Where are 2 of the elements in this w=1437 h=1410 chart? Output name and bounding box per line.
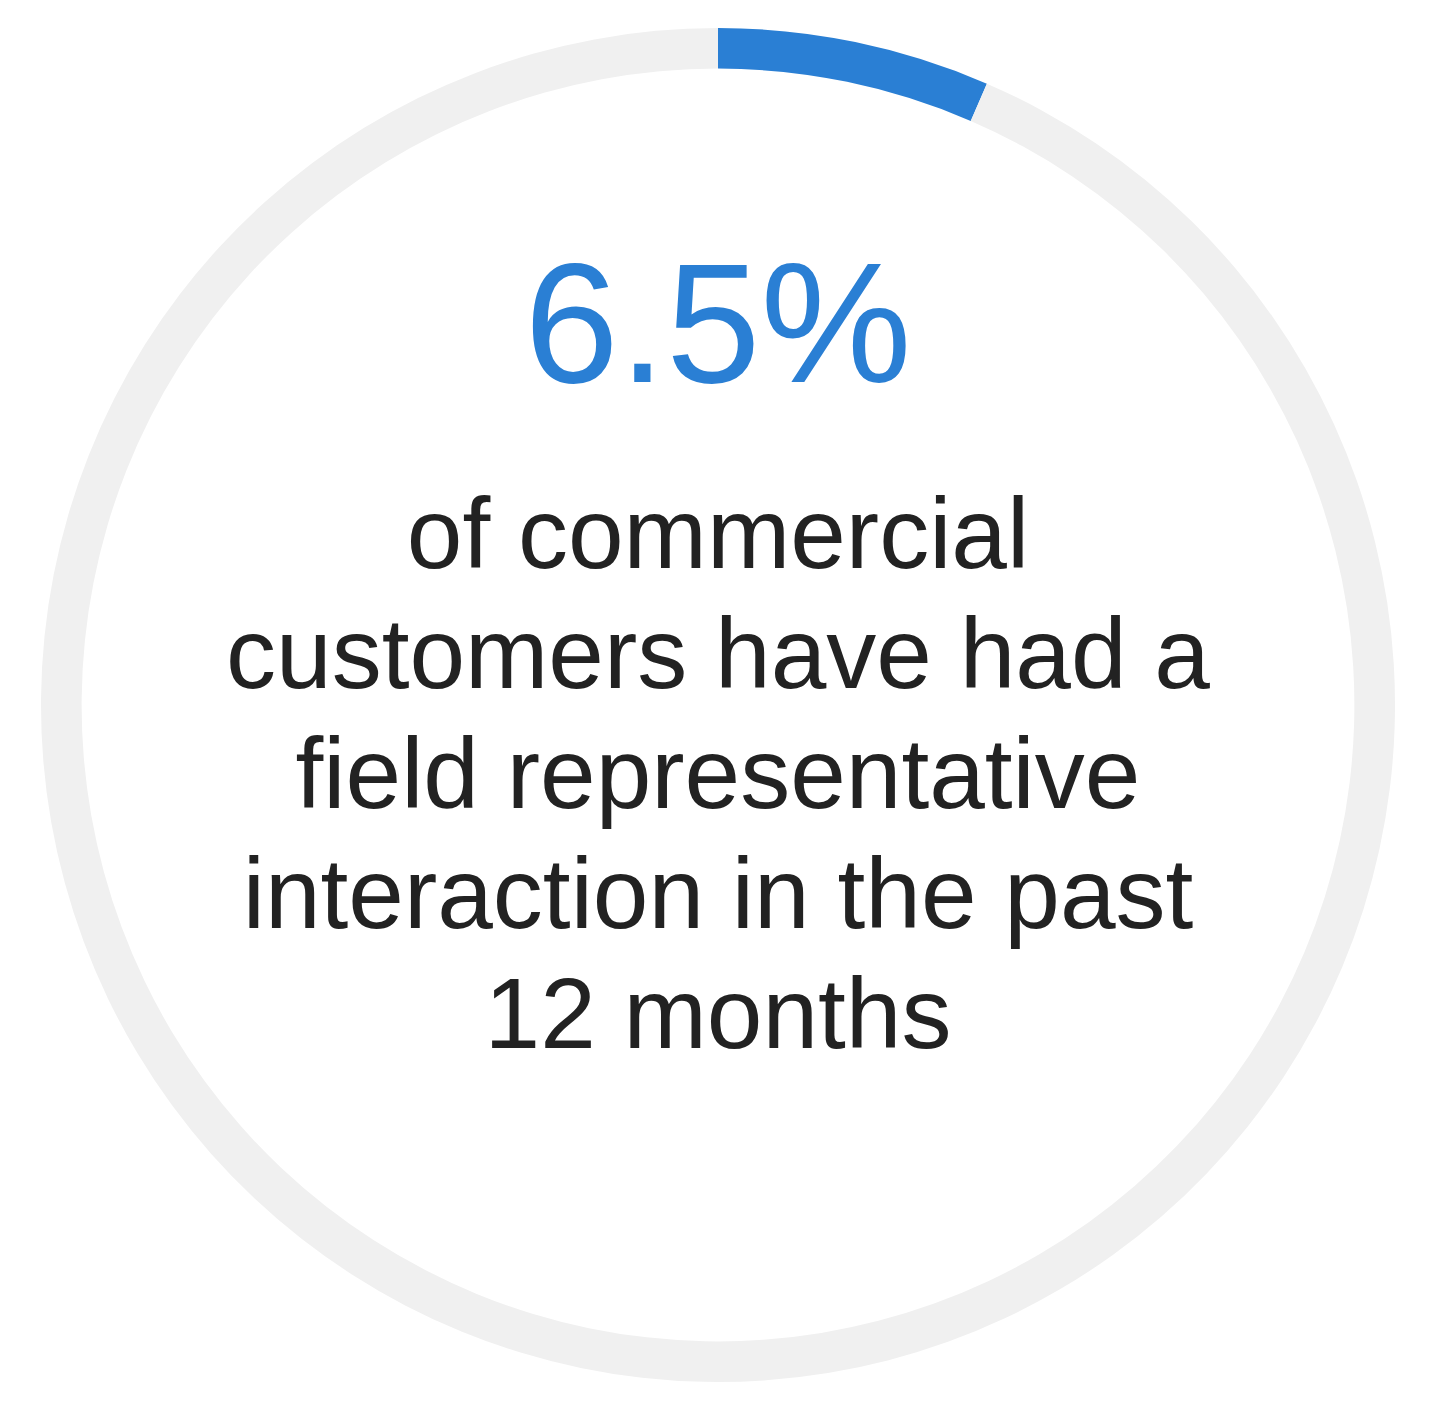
text: of commercial customers have had a field representative interaction in the past 12 months (225, 476, 1211, 1071)
data-label: 6.5% (524, 227, 912, 418)
